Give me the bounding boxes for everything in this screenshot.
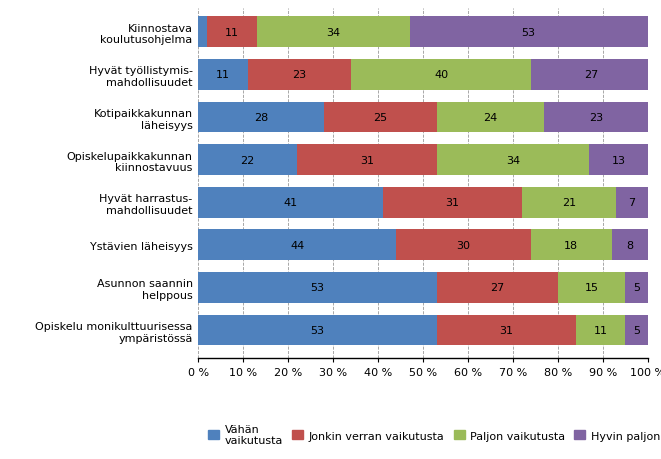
Text: 23: 23 [589,112,603,123]
Text: 27: 27 [584,70,599,80]
Bar [198,273,436,303]
Text: 21: 21 [562,198,576,208]
Text: 40: 40 [434,70,448,80]
Text: 23: 23 [292,70,307,80]
Text: 11: 11 [594,325,607,336]
Bar [531,60,652,90]
Bar [198,102,324,133]
Bar [198,315,436,346]
Text: 31: 31 [360,155,374,165]
Bar [590,145,648,175]
Bar [198,230,396,261]
Bar [256,17,410,48]
Text: 11: 11 [216,70,230,80]
Bar [531,230,612,261]
Bar [351,60,531,90]
Bar [616,187,648,218]
Text: 30: 30 [457,241,471,250]
Bar [612,230,648,261]
Text: 5: 5 [633,325,640,336]
Text: 28: 28 [254,112,268,123]
Bar [198,60,248,90]
Bar [198,187,383,218]
Text: 18: 18 [564,241,578,250]
Text: 11: 11 [225,28,239,38]
Bar [436,273,558,303]
Bar [198,17,208,48]
Bar [522,187,616,218]
Bar [410,17,648,48]
Bar [198,145,297,175]
Bar [436,315,576,346]
Bar [248,60,351,90]
Text: 5: 5 [633,283,640,293]
Text: 27: 27 [490,283,504,293]
Text: 15: 15 [584,283,599,293]
Text: 31: 31 [446,198,459,208]
Bar [545,102,648,133]
Text: 31: 31 [499,325,513,336]
Bar [208,17,256,48]
Text: 24: 24 [483,112,498,123]
Bar [396,230,531,261]
Bar [297,145,436,175]
Bar [436,102,545,133]
Text: 34: 34 [326,28,340,38]
Bar [383,187,522,218]
Text: 34: 34 [506,155,520,165]
Text: 13: 13 [611,155,625,165]
Bar [576,315,625,346]
Text: 7: 7 [629,198,636,208]
Text: 53: 53 [522,28,535,38]
Text: 53: 53 [311,325,325,336]
Bar [324,102,436,133]
Text: 22: 22 [241,155,255,165]
Text: 25: 25 [373,112,387,123]
Bar [436,145,590,175]
Bar [558,273,625,303]
Text: 44: 44 [290,241,304,250]
Text: 41: 41 [284,198,297,208]
Bar [625,273,648,303]
Bar [625,315,648,346]
Text: 53: 53 [311,283,325,293]
Text: 8: 8 [626,241,633,250]
Legend: Vähän
vaikutusta, Jonkin verran vaikutusta, Paljon vaikutusta, Hyvin paljon vaik: Vähän vaikutusta, Jonkin verran vaikutus… [204,420,661,450]
